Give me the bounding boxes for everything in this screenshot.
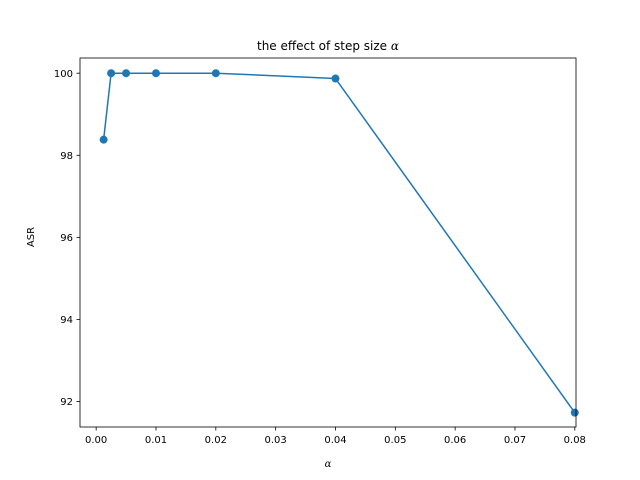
- data-point: [331, 74, 340, 83]
- x-tick-label: 0.05: [384, 435, 406, 446]
- title-alpha: α: [391, 39, 399, 53]
- x-tick-label: 0.08: [564, 435, 586, 446]
- data-point: [570, 408, 579, 417]
- x-tick-label: 0.06: [444, 435, 466, 446]
- y-axis-label: ASR: [26, 227, 37, 247]
- chart-title: the effect of step size α: [257, 39, 399, 53]
- data-point: [151, 69, 160, 78]
- y-tick-label: 100: [54, 69, 73, 80]
- y-tick-label: 96: [60, 233, 73, 244]
- x-tick-label: 0.07: [504, 435, 526, 446]
- y-tick-label: 94: [60, 315, 73, 326]
- data-point: [211, 69, 220, 78]
- x-tick-label: 0.03: [265, 435, 287, 446]
- x-tick-label: 0.02: [205, 435, 227, 446]
- x-tick-label: 0.01: [145, 435, 167, 446]
- data-point: [122, 69, 131, 78]
- x-tick-label: 0.04: [324, 435, 346, 446]
- data-point: [107, 69, 116, 78]
- data-point: [99, 135, 108, 144]
- y-tick-label: 92: [60, 397, 73, 408]
- x-tick-label: 0.00: [85, 435, 107, 446]
- x-axis-label: α: [325, 459, 332, 470]
- y-tick-label: 98: [60, 151, 73, 162]
- plot-area: 0.00 0.01 0.02 0.03 0.04 0.05 0.06 0.07 0.08 92 94…: [54, 57, 586, 446]
- axes-frame: [79, 57, 577, 428]
